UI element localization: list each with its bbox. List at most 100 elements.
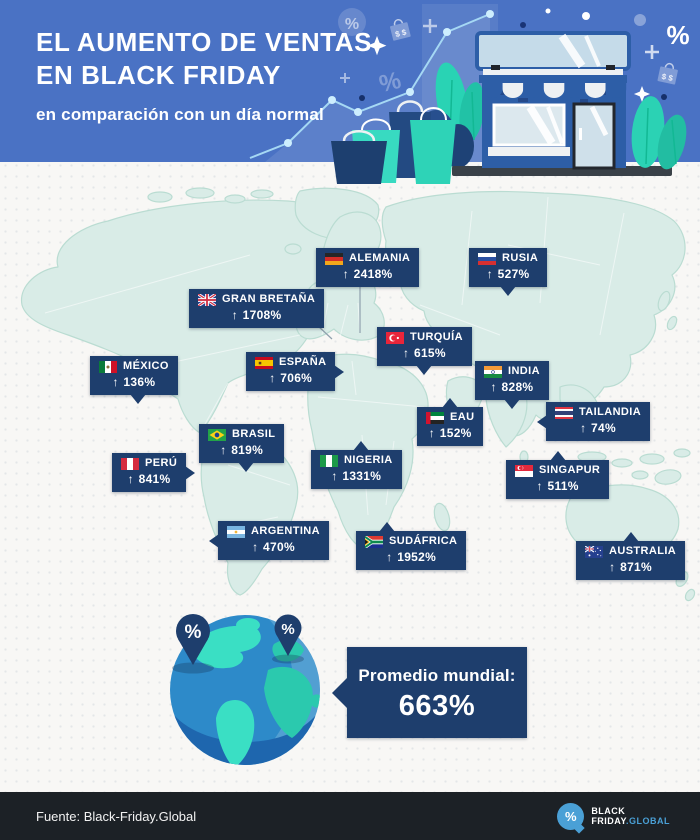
country-name-row: MÉXICO — [99, 360, 169, 373]
map-pin-icon: % — [176, 614, 210, 665]
flag-icon-th — [555, 406, 573, 419]
up-arrow-icon: ↑ — [252, 540, 259, 554]
callout-pointer — [503, 399, 520, 409]
country-callout-nigeria: NIGERIA ↑ 1331% — [311, 441, 402, 489]
country-value: ↑ 527% — [486, 267, 530, 281]
page-subtitle: en comparación con un día normal — [36, 104, 324, 124]
country-value: ↑ 706% — [269, 371, 313, 385]
logo-text: BLACK FRIDAY.GLOBAL — [591, 805, 670, 826]
up-arrow-icon: ↑ — [403, 346, 410, 360]
callout-pointer — [334, 364, 345, 379]
black-friday-global-logo: % BLACK FRIDAY.GLOBAL — [557, 802, 670, 830]
country-callout-gran-bretana: GRAN BRETAÑA ↑ 1708% — [189, 289, 325, 328]
country-name-row: TURQUÍA — [386, 331, 463, 344]
callout-pointer — [237, 462, 254, 472]
world-average-label: Promedio mundial: — [358, 666, 516, 685]
up-arrow-icon: ↑ — [220, 443, 227, 457]
country-name-row: AUSTRALIA — [585, 545, 676, 558]
country-name: RUSIA — [502, 252, 539, 264]
up-arrow-icon: ↑ — [490, 380, 497, 394]
map-pin-icon: % — [274, 614, 302, 656]
callout-pointer — [209, 533, 219, 548]
country-name-row: TAILANDIA — [555, 406, 641, 419]
up-arrow-icon: ↑ — [342, 267, 350, 281]
svg-text:%: % — [185, 622, 202, 643]
country-callout-rusia: RUSIA ↑ 527% — [469, 248, 548, 296]
country-name: SINGAPUR — [539, 464, 601, 476]
country-name: PERÚ — [145, 457, 178, 469]
country-name: TURQUÍA — [410, 331, 463, 343]
country-callout-espana: ESPAÑA ↑ 706% — [246, 352, 345, 391]
flag-icon-tr — [386, 331, 404, 344]
country-callout-india: INDIA ↑ 828% — [475, 361, 549, 409]
country-name-row: INDIA — [484, 365, 540, 378]
country-value: ↑ 819% — [220, 443, 264, 457]
country-value: ↑ 136% — [112, 375, 156, 389]
country-callout-tailandia: TAILANDIA ↑ 74% — [537, 402, 651, 441]
svg-text:%: % — [281, 621, 294, 638]
up-arrow-icon: ↑ — [486, 267, 493, 281]
country-name-row: PERÚ — [121, 457, 177, 470]
country-name: SUDÁFRICA — [389, 535, 458, 547]
flag-icon-za — [365, 535, 383, 548]
country-name-row: SUDÁFRICA — [365, 535, 457, 548]
country-value: ↑ 74% — [580, 421, 616, 435]
country-name-row: SINGAPUR — [515, 464, 600, 477]
country-value: ↑ 841% — [127, 472, 171, 486]
country-name: MÉXICO — [123, 360, 169, 372]
world-average-value: 663% — [398, 690, 476, 722]
country-callout-peru: PERÚ ↑ 841% — [112, 453, 196, 492]
country-value: ↑ 2418% — [342, 267, 393, 281]
flag-icon-ru — [478, 252, 496, 265]
flag-icon-sg — [515, 464, 533, 477]
country-name: ALEMANIA — [349, 252, 411, 264]
country-value: ↑ 871% — [609, 560, 652, 574]
flag-icon-es — [255, 356, 273, 369]
country-name: GRAN BRETAÑA — [222, 293, 316, 305]
flag-icon-ng — [320, 454, 338, 467]
callout-pointer — [500, 286, 517, 296]
up-arrow-icon: ↑ — [231, 308, 238, 322]
country-value: ↑ 1331% — [331, 469, 382, 483]
up-arrow-icon: ↑ — [536, 479, 543, 493]
country-callout-brasil: BRASIL ↑ 819% — [199, 424, 285, 472]
up-arrow-icon: ↑ — [112, 375, 119, 389]
country-callout-mexico: MÉXICO ↑ 136% — [90, 356, 178, 404]
country-callout-argentina: ARGENTINA ↑ 470% — [209, 521, 329, 560]
up-arrow-icon: ↑ — [269, 371, 276, 385]
flag-icon-in — [484, 365, 502, 378]
page-title: EL AUMENTO DE VENTAS EN BLACK FRIDAY — [36, 27, 373, 91]
up-arrow-icon: ↑ — [331, 469, 338, 483]
up-arrow-icon: ↑ — [580, 421, 587, 435]
flag-icon-de — [325, 252, 343, 265]
globe-icon: % % — [170, 614, 320, 765]
flag-icon-mx — [99, 360, 117, 373]
flag-icon-au — [585, 545, 603, 558]
country-name: NIGERIA — [344, 454, 393, 466]
up-arrow-icon: ↑ — [127, 472, 134, 486]
up-arrow-icon: ↑ — [428, 426, 436, 440]
country-name: ESPAÑA — [279, 356, 327, 368]
country-value: ↑ 1952% — [386, 550, 437, 564]
callout-pointer — [549, 451, 566, 461]
country-name-row: ALEMANIA — [325, 252, 410, 265]
callout-pointer — [185, 465, 196, 480]
country-callout-australia: AUSTRALIA ↑ 871% — [576, 532, 686, 580]
country-name: AUSTRALIA — [609, 545, 677, 557]
callout-pointer — [416, 365, 433, 375]
country-name-row: ARGENTINA — [227, 525, 320, 538]
country-name: BRASIL — [232, 428, 276, 440]
country-name: EAU — [450, 411, 475, 423]
source-text: Fuente: Black-Friday.Global — [36, 808, 197, 824]
country-callout-singapur: SINGAPUR ↑ 511% — [506, 451, 610, 499]
callout-pointer — [378, 522, 395, 532]
country-name-row: NIGERIA — [320, 454, 393, 467]
country-callout-sudafrica: SUDÁFRICA ↑ 1952% — [356, 522, 467, 570]
country-callout-turquia: TURQUÍA ↑ 615% — [377, 327, 472, 375]
up-arrow-icon: ↑ — [609, 560, 616, 574]
callout-pointer — [442, 398, 459, 408]
country-callout-eau: EAU ↑ 152% — [417, 398, 484, 446]
country-callout-alemania: ALEMANIA ↑ 2418% — [316, 248, 420, 287]
world-average-callout: Promedio mundial: 663% — [347, 647, 527, 738]
country-value: ↑ 1708% — [231, 308, 282, 322]
